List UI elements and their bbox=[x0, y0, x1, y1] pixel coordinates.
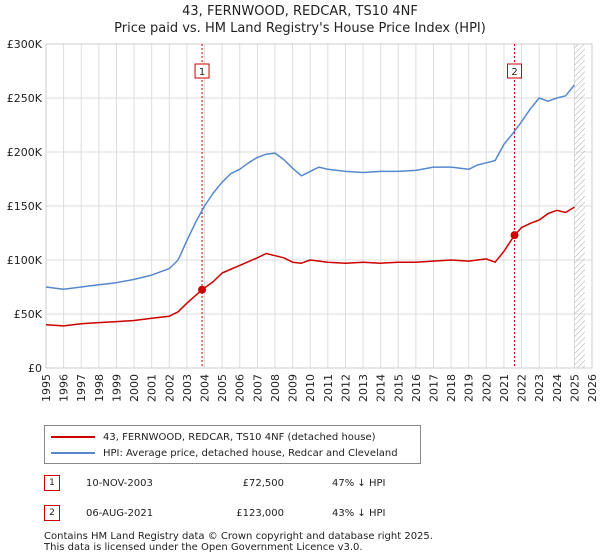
x-tick-label: 2000 bbox=[128, 374, 141, 402]
x-tick-label: 2020 bbox=[480, 374, 493, 402]
sale-point bbox=[198, 285, 207, 294]
x-tick-label: 1995 bbox=[40, 374, 53, 402]
x-tick-label: 2013 bbox=[357, 374, 370, 402]
x-tick-label: 2026 bbox=[586, 374, 599, 402]
sale-marker-box bbox=[507, 63, 523, 79]
legend-label-hpi: HPI: Average price, detached house, Redc… bbox=[103, 447, 398, 459]
x-tick-label: 2005 bbox=[216, 374, 229, 402]
transaction-date: 06-AUG-2021 bbox=[86, 507, 154, 519]
transaction-price: £123,000 bbox=[236, 507, 284, 519]
transaction-hpi-diff: 43% ↓ HPI bbox=[332, 507, 386, 519]
transaction-date: 10-NOV-2003 bbox=[86, 477, 153, 489]
legend-item-property: 43, FERNWOOD, REDCAR, TS10 4NF (detached… bbox=[51, 429, 376, 445]
footer-licence: This data is licensed under the Open Gov… bbox=[44, 542, 363, 553]
x-tick-label: 2015 bbox=[392, 374, 405, 402]
x-tick-label: 2018 bbox=[445, 374, 458, 402]
x-tick-label: 2002 bbox=[163, 374, 176, 402]
x-tick-label: 2010 bbox=[304, 374, 317, 402]
plot-frame bbox=[45, 43, 593, 369]
price-chart: £0 £50K £100K £150K £200K £250K £300K 1995 1996 1… bbox=[7, 38, 599, 402]
x-tick-label: 2009 bbox=[287, 374, 300, 402]
legend-swatch-hpi bbox=[51, 452, 95, 454]
x-tick-label: 1997 bbox=[75, 374, 88, 402]
x-tick-label: 2003 bbox=[181, 374, 194, 402]
x-tick-label: 2004 bbox=[199, 374, 212, 402]
y-tick-label: £100K bbox=[7, 254, 43, 267]
x-tick-label: 2007 bbox=[251, 374, 264, 402]
transaction-number: 1 bbox=[44, 475, 60, 491]
legend-item-hpi: HPI: Average price, detached house, Redc… bbox=[51, 445, 398, 461]
y-tick-label: £0 bbox=[28, 362, 42, 375]
y-tick-label: £300K bbox=[7, 38, 43, 51]
y-tick-label: £250K bbox=[7, 92, 43, 105]
legend: 43, FERNWOOD, REDCAR, TS10 4NF (detached… bbox=[44, 425, 421, 464]
legend-swatch-property bbox=[51, 436, 95, 438]
sale-marker-label: 1 bbox=[199, 67, 205, 78]
x-tick-label: 2012 bbox=[339, 374, 352, 402]
sale-marker-box bbox=[194, 63, 210, 79]
x-tick-label: 2006 bbox=[234, 374, 247, 402]
x-tick-label: 2014 bbox=[375, 374, 388, 402]
x-tick-label: 1999 bbox=[110, 374, 123, 402]
transaction-hpi-diff: 47% ↓ HPI bbox=[332, 477, 386, 489]
x-tick-label: 2021 bbox=[498, 374, 511, 402]
y-tick-label: £150K bbox=[7, 200, 43, 213]
y-tick-label: £200K bbox=[7, 146, 43, 159]
chart-subtitle: Price paid vs. HM Land Registry's House … bbox=[114, 21, 486, 36]
x-tick-label: 2019 bbox=[463, 374, 476, 402]
x-tick-label: 1996 bbox=[58, 374, 71, 402]
x-tick-label: 2025 bbox=[568, 374, 581, 402]
x-tick-label: 2024 bbox=[551, 374, 564, 402]
x-tick-label: 2016 bbox=[410, 374, 423, 402]
x-tick-label: 1998 bbox=[93, 374, 106, 402]
transaction-row: 1 10-NOV-2003 £72,500 47% ↓ HPI bbox=[44, 474, 385, 492]
transaction-row: 2 06-AUG-2021 £123,000 43% ↓ HPI bbox=[44, 504, 385, 522]
x-tick-label: 2011 bbox=[322, 374, 335, 402]
transaction-price: £72,500 bbox=[242, 477, 284, 489]
sale-marker-label: 2 bbox=[511, 67, 517, 78]
transaction-number: 2 bbox=[44, 505, 60, 521]
sale-point bbox=[510, 231, 519, 240]
footer-copyright: Contains HM Land Registry data © Crown c… bbox=[44, 531, 433, 542]
x-tick-label: 2008 bbox=[269, 374, 282, 402]
projection-hatch bbox=[574, 44, 585, 368]
y-tick-label: £50K bbox=[14, 308, 43, 321]
chart-title: 43, FERNWOOD, REDCAR, TS10 4NF bbox=[182, 4, 418, 19]
x-tick-label: 2023 bbox=[533, 374, 546, 402]
x-tick-label: 2022 bbox=[516, 374, 529, 402]
legend-label-property: 43, FERNWOOD, REDCAR, TS10 4NF (detached… bbox=[103, 431, 376, 443]
x-tick-label: 2001 bbox=[146, 374, 159, 402]
x-tick-label: 2017 bbox=[427, 374, 440, 402]
hpi-line bbox=[45, 84, 575, 290]
